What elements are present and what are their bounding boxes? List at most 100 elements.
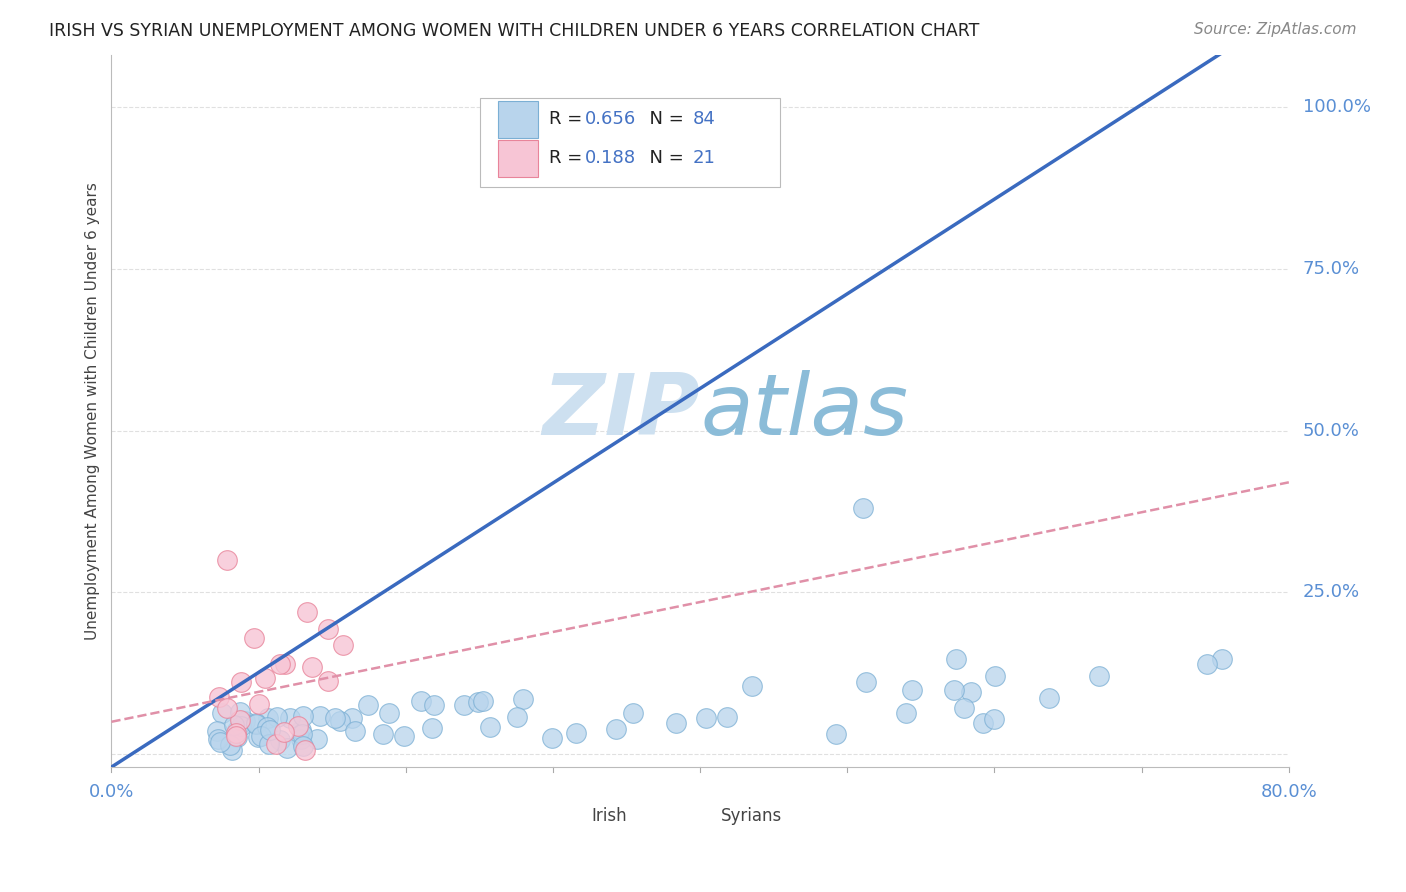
Point (115, 553, 138, 567)
Point (110, 690, 132, 704)
FancyBboxPatch shape (686, 803, 717, 830)
Text: Source: ZipAtlas.com: Source: ZipAtlas.com (1194, 22, 1357, 37)
Point (112, 706, 135, 721)
Point (773, 681, 796, 696)
Point (453, 727, 475, 741)
Point (159, 743, 181, 757)
Point (156, 723, 179, 738)
Point (262, 720, 284, 734)
Point (831, 695, 853, 709)
Text: ZIP: ZIP (543, 369, 700, 452)
Point (837, 611, 859, 625)
Point (534, 715, 557, 730)
Point (162, 660, 184, 674)
Point (138, 720, 160, 734)
Point (120, 731, 142, 745)
Text: 21: 21 (693, 149, 716, 168)
Point (866, 682, 889, 697)
Point (142, 709, 165, 723)
Text: 0.656: 0.656 (585, 111, 636, 128)
Point (668, 652, 690, 666)
Point (138, 711, 160, 725)
Point (330, 722, 353, 736)
Point (122, 713, 145, 727)
Point (520, 652, 543, 666)
Point (541, 669, 564, 683)
Point (120, 726, 142, 740)
Point (470, 675, 492, 690)
Point (159, 605, 181, 619)
Text: IRISH VS SYRIAN UNEMPLOYMENT AMONG WOMEN WITH CHILDREN UNDER 6 YEARS CORRELATION: IRISH VS SYRIAN UNEMPLOYMENT AMONG WOMEN… (49, 22, 980, 40)
Point (111, 734, 134, 748)
Text: N =: N = (638, 149, 689, 168)
Point (132, 697, 155, 711)
Point (122, 719, 145, 733)
Point (136, 671, 159, 685)
Point (132, 731, 155, 745)
Point (392, 710, 415, 724)
FancyBboxPatch shape (498, 101, 537, 137)
Point (186, 723, 208, 738)
Point (763, 698, 786, 713)
Point (340, 706, 363, 720)
Point (524, 701, 547, 715)
Y-axis label: Unemployment Among Women with Children Under 6 years: Unemployment Among Women with Children U… (86, 182, 100, 640)
Point (115, 701, 138, 715)
Point (170, 673, 193, 688)
Point (910, 164, 932, 178)
Point (156, 727, 179, 741)
Point (142, 737, 165, 751)
Point (179, 638, 201, 652)
FancyBboxPatch shape (498, 140, 537, 177)
Point (659, 657, 682, 671)
Point (129, 631, 152, 645)
Point (170, 622, 193, 636)
Point (193, 698, 215, 712)
Text: R =: R = (550, 111, 589, 128)
Text: 0.188: 0.188 (585, 149, 636, 168)
Point (752, 697, 775, 711)
Point (247, 698, 270, 712)
Text: 50.0%: 50.0% (1303, 422, 1360, 440)
Point (150, 711, 173, 725)
Point (571, 691, 593, 706)
Point (110, 732, 132, 747)
Point (541, 712, 564, 726)
Point (131, 716, 153, 731)
Point (257, 693, 280, 707)
Point (768, 682, 790, 697)
Point (157, 709, 180, 723)
Point (117, 738, 139, 752)
Point (177, 714, 200, 728)
Point (148, 741, 170, 756)
Point (131, 717, 153, 731)
Point (280, 692, 302, 706)
Point (155, 719, 177, 733)
Point (167, 709, 190, 723)
Text: Irish: Irish (592, 807, 627, 825)
Text: R =: R = (550, 149, 589, 168)
Point (120, 718, 142, 732)
Text: atlas: atlas (700, 369, 908, 452)
Point (120, 729, 142, 743)
Point (276, 710, 298, 724)
Point (146, 725, 169, 739)
Point (157, 739, 180, 753)
Point (495, 682, 517, 697)
Point (222, 694, 245, 708)
Point (145, 733, 167, 747)
Text: 100.0%: 100.0% (1303, 98, 1371, 116)
Text: 75.0%: 75.0% (1303, 260, 1360, 277)
FancyBboxPatch shape (557, 803, 588, 830)
FancyBboxPatch shape (479, 98, 780, 186)
Point (229, 721, 252, 735)
Point (145, 657, 167, 671)
Point (165, 732, 187, 747)
Point (118, 743, 141, 757)
Point (381, 711, 404, 725)
Point (120, 723, 142, 737)
Point (139, 723, 162, 738)
Point (718, 637, 741, 651)
Point (229, 698, 252, 712)
Point (184, 710, 207, 724)
